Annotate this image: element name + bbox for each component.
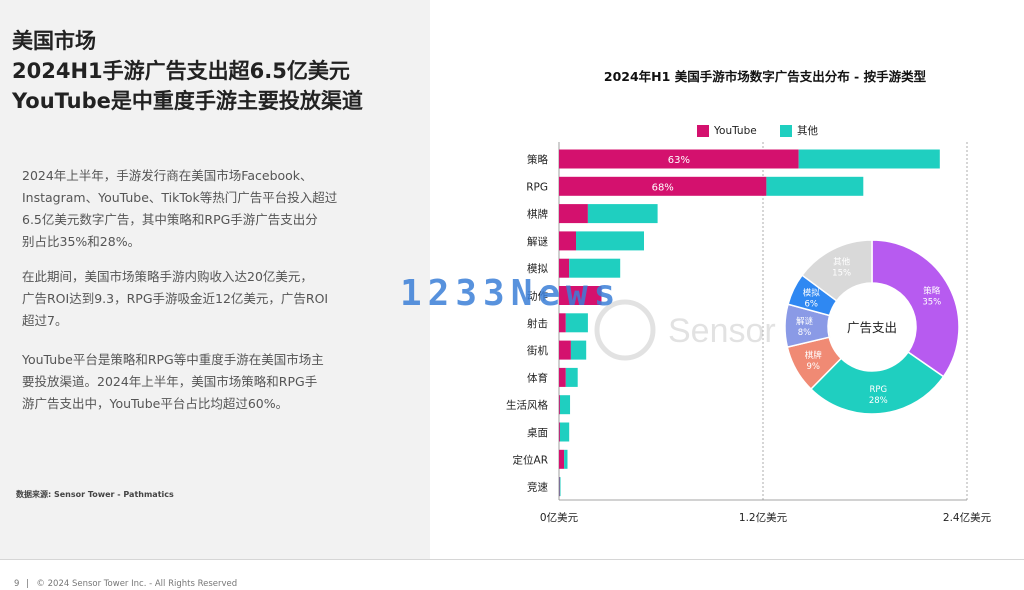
paragraph-2: 在此期间，美国市场策略手游内购收入达20亿美元， 广告ROI达到9.3，RPG手… bbox=[22, 266, 382, 332]
donut-slice-value: 9% bbox=[806, 362, 820, 372]
legend-swatch-youtube bbox=[697, 124, 709, 137]
y-category-label: 射击 bbox=[527, 317, 548, 330]
donut-slice-label: 解谜 bbox=[796, 316, 814, 327]
y-category-label: 解谜 bbox=[527, 235, 548, 248]
y-category-label: 桌面 bbox=[527, 426, 548, 439]
donut-slice-value: 8% bbox=[798, 328, 812, 338]
paragraph-line: 别占比35%和28%。 bbox=[22, 234, 141, 249]
donut-slice-value: 6% bbox=[804, 300, 818, 310]
y-category-label: RPG bbox=[526, 181, 548, 193]
paragraph-1: 2024年上半年，手游发行商在美国市场Facebook、 Instagram、Y… bbox=[22, 165, 382, 253]
y-category-label: 定位AR bbox=[513, 453, 548, 466]
bar-data-label: 63% bbox=[668, 155, 690, 166]
donut-center-label: 广告支出 bbox=[847, 320, 897, 335]
paragraph-line: Instagram、YouTube、TikTok等热门广告平台投入超过 bbox=[22, 190, 338, 205]
bar-segment-youtube bbox=[559, 231, 576, 251]
donut-slice-label: 模拟 bbox=[803, 288, 821, 299]
y-category-label: 策略 bbox=[527, 153, 548, 166]
bar-segment-other bbox=[798, 149, 940, 169]
donut-slice-value: 35% bbox=[922, 298, 941, 308]
y-category-label: 街机 bbox=[527, 344, 548, 357]
x-tick-label: 0亿美元 bbox=[540, 511, 579, 524]
legend-item-youtube: YouTube bbox=[697, 124, 757, 137]
news-watermark: 1233News bbox=[400, 273, 622, 314]
donut-slice bbox=[801, 239, 873, 302]
chart-legend: YouTube 其他 bbox=[697, 123, 838, 140]
watermark-logo-ring bbox=[594, 299, 656, 361]
headline-line-2: 2024H1手游广告支出超6.5亿美元 bbox=[12, 59, 350, 83]
bar-data-label: 68% bbox=[652, 182, 674, 193]
bar-segment-other bbox=[565, 313, 588, 333]
footer-divider bbox=[0, 559, 1024, 560]
donut-slice-label: 棋牌 bbox=[805, 350, 823, 361]
bar-segment-other bbox=[559, 395, 571, 415]
bar-segment-youtube bbox=[559, 422, 560, 442]
paragraph-line: 在此期间，美国市场策略手游内购收入达20亿美元， bbox=[22, 269, 313, 284]
headline-line-3: YouTube是中重度手游主要投放渠道 bbox=[12, 89, 363, 113]
bar-segment-youtube bbox=[559, 286, 602, 305]
bar-segment-other bbox=[587, 204, 658, 224]
donut-slice bbox=[809, 351, 945, 415]
donut-hole bbox=[829, 284, 915, 370]
x-tick-label: 1.2亿美元 bbox=[739, 511, 788, 524]
bar-segment-youtube bbox=[559, 395, 560, 415]
paragraph-line: 6.5亿美元数字广告，其中策略和RPG手游广告支出分 bbox=[22, 212, 318, 227]
donut-slice-label: RPG bbox=[869, 385, 887, 395]
bar-segment-youtube bbox=[559, 449, 565, 469]
bar-segment-other bbox=[559, 422, 570, 442]
bar-segment-youtube bbox=[559, 204, 588, 224]
paragraph-line: 广告ROI达到9.3，RPG手游吸金近12亿美元，广告ROI bbox=[22, 291, 329, 306]
legend-item-other: 其他 bbox=[780, 123, 818, 138]
x-tick-label: 2.4亿美元 bbox=[943, 511, 992, 524]
bar-segment-youtube bbox=[559, 313, 566, 333]
bar-segment-other bbox=[766, 176, 864, 196]
bar-segment-youtube bbox=[559, 340, 571, 360]
footer-separator bbox=[27, 579, 29, 588]
bar-segment-other bbox=[569, 258, 621, 278]
bar-segment-other bbox=[576, 231, 644, 251]
bar-segment-youtube bbox=[559, 176, 767, 196]
data-source-note: 数据来源: Sensor Tower - Pathmatics bbox=[16, 490, 174, 499]
copyright-text: © 2024 Sensor Tower Inc. - All Rights Re… bbox=[36, 579, 238, 589]
y-category-label: 模拟 bbox=[527, 262, 548, 275]
page-number: 9 bbox=[14, 579, 20, 589]
bar-segment-youtube bbox=[559, 367, 566, 387]
donut-slice-value: 15% bbox=[832, 269, 851, 279]
y-category-label: 生活风格 bbox=[506, 399, 548, 412]
bar-segment-other bbox=[559, 477, 561, 497]
bar-segment-other bbox=[564, 449, 568, 469]
donut-slice bbox=[871, 239, 960, 378]
legend-label-other: 其他 bbox=[797, 125, 819, 137]
bar-segment-youtube bbox=[559, 149, 799, 169]
legend-label-youtube: YouTube bbox=[714, 124, 757, 137]
paragraph-line: 游广告支出中，YouTube平台占比均超过60%。 bbox=[22, 396, 289, 411]
bar-segment-youtube bbox=[559, 258, 570, 278]
y-category-label: 棋牌 bbox=[527, 208, 548, 221]
page-footer: 9 © 2024 Sensor Tower Inc. - All Rights R… bbox=[14, 579, 237, 589]
legend-swatch-other bbox=[780, 124, 793, 137]
paragraph-3: YouTube平台是策略和RPG等中重度手游在美国市场主 要投放渠道。2024年… bbox=[22, 349, 382, 415]
paragraph-line: 2024年上半年，手游发行商在美国市场Facebook、 bbox=[22, 168, 313, 183]
y-category-label: 动作 bbox=[527, 291, 548, 303]
left-panel bbox=[0, 0, 430, 560]
bar-segment-other bbox=[570, 340, 587, 360]
y-category-label: 体育 bbox=[527, 371, 548, 384]
chart-title: 2024年H1 美国手游市场数字广告支出分布 - 按手游类型 bbox=[603, 69, 927, 84]
y-category-label: 竞速 bbox=[527, 481, 548, 494]
bar-segment-youtube bbox=[559, 477, 560, 497]
headline-line-1: 美国市场 bbox=[12, 29, 96, 53]
donut-slice-value: 28% bbox=[869, 396, 888, 406]
paragraph-line: YouTube平台是策略和RPG等中重度手游在美国市场主 bbox=[22, 352, 324, 367]
donut-slice-label: 其他 bbox=[833, 257, 851, 268]
donut-slice-label: 策略 bbox=[923, 286, 941, 297]
page-headline: 美国市场 2024H1手游广告支出超6.5亿美元 YouTube是中重度手游主要… bbox=[12, 26, 422, 116]
bar-segment-other bbox=[565, 367, 578, 387]
paragraph-line: 超过7。 bbox=[22, 313, 68, 328]
paragraph-line: 要投放渠道。2024年上半年，美国市场策略和RPG手 bbox=[22, 374, 318, 389]
